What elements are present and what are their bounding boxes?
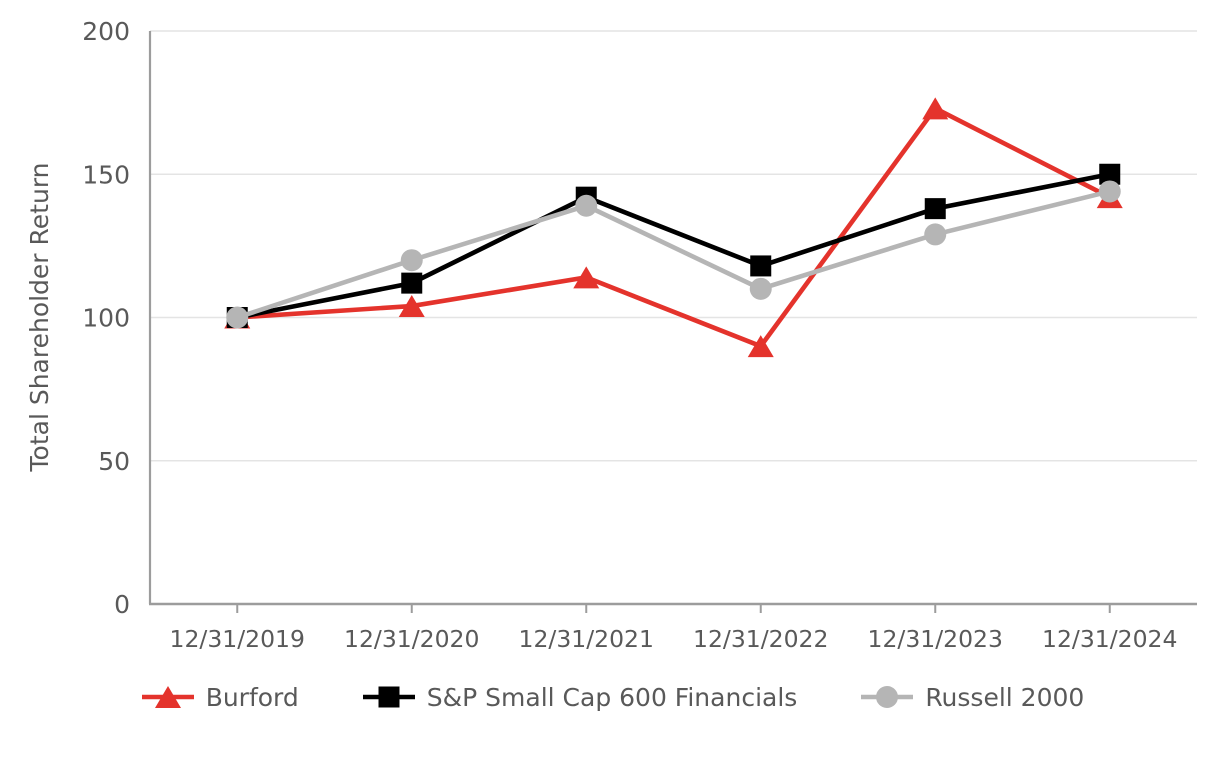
y-tick-label: 0 — [114, 590, 130, 619]
axis-tick-labels: 12/31/2019 12/31/2020 12/31/2021 12/31/2022… — [82, 17, 1177, 653]
russell-2000-circle-marker-icon — [861, 686, 914, 708]
series-line-s-p-small-cap-600-financials — [236, 171, 1111, 320]
marker-s-p-small-cap-600-financials — [924, 198, 946, 220]
x-tick-label: 12/31/2024 — [1042, 625, 1177, 653]
marker-s-p-small-cap-600-financials — [750, 255, 772, 277]
legend-label-sp-smallcap: S&P Small Cap 600 Financials — [426, 682, 798, 712]
burford-triangle-marker-icon — [141, 686, 194, 708]
legend-marker-shape — [876, 686, 899, 708]
axes — [148, 31, 1197, 613]
legend-marker-shape — [154, 686, 181, 708]
marker-s-p-small-cap-600-financials — [1099, 163, 1121, 185]
sp-smallcap-square-marker-icon — [362, 686, 415, 708]
legend-marker-shape — [378, 686, 400, 708]
legend-item-russell-2000: Russell 2000 — [861, 682, 1084, 712]
marker-russell-2000 — [575, 194, 598, 217]
y-tick-label: 150 — [82, 160, 130, 189]
marker-russell-2000 — [924, 223, 947, 246]
marker-burford — [573, 266, 600, 289]
x-tick-label: 12/31/2019 — [170, 625, 305, 653]
y-tick-label: 200 — [82, 17, 130, 46]
x-tick-label: 12/31/2023 — [868, 625, 1003, 653]
y-tick-label: 50 — [98, 447, 130, 476]
marker-burford — [398, 295, 425, 318]
legend-item-sp-smallcap-600-financials: S&P Small Cap 600 Financials — [362, 682, 798, 712]
chart-legend: Burford S&P Small Cap 600 Financials Rus… — [0, 682, 1226, 712]
x-tick-label: 12/31/2020 — [344, 625, 479, 653]
y-axis-title: Total Shareholder Return — [25, 163, 54, 473]
marker-russell-2000 — [749, 277, 772, 300]
x-tick-label: 12/31/2021 — [519, 625, 654, 653]
series-line-burford — [237, 105, 1111, 349]
series-line-russell-2000 — [236, 189, 1111, 320]
marker-russell-2000 — [400, 249, 423, 272]
gridlines — [150, 30, 1197, 462]
marker-russell-2000 — [1098, 180, 1121, 203]
marker-burford — [922, 97, 949, 120]
x-tick-label: 12/31/2022 — [693, 625, 828, 653]
y-tick-label: 100 — [82, 304, 130, 333]
marker-russell-2000 — [226, 306, 249, 329]
marker-burford — [747, 335, 774, 358]
legend-label-russell-2000: Russell 2000 — [925, 682, 1085, 712]
marker-s-p-small-cap-600-financials — [401, 272, 423, 294]
legend-label-burford: Burford — [205, 682, 299, 712]
series-lines-and-markers — [224, 97, 1123, 358]
legend-item-burford: Burford — [141, 682, 299, 712]
